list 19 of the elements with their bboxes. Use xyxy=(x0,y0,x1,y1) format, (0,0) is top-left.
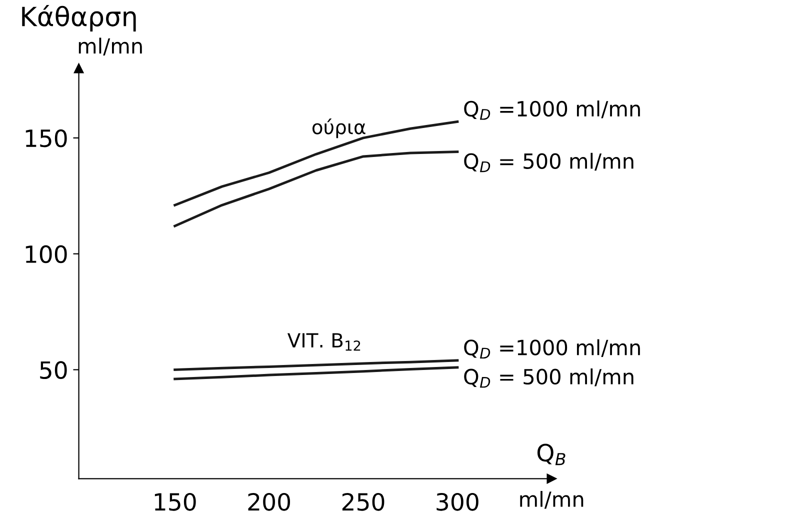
y-tick-label: 100 xyxy=(26,245,67,264)
series-label: Q$_{D}$ =1000 ml/mn xyxy=(464,339,640,358)
y-tick-label: 50 xyxy=(40,361,67,380)
x-tick-label: 150 xyxy=(154,492,196,511)
line-series xyxy=(174,359,459,371)
series-label: Q$_{D}$ = 500 ml/mn xyxy=(464,368,634,388)
y-axis-title: Κάθαρση ml/mn xyxy=(22,4,142,56)
x-tick-label: 300 xyxy=(436,492,478,511)
line-series xyxy=(174,120,459,206)
series-label: Q$_{D}$ =1000 ml/mn xyxy=(464,100,640,120)
text: Q$_{B}$ ml/mn xyxy=(520,444,584,509)
annotation: ούρια xyxy=(312,118,366,138)
x-tick-label: 200 xyxy=(248,492,290,511)
line-series xyxy=(174,366,459,380)
series-label: Q$_{D}$ = 500 ml/mn xyxy=(464,152,634,172)
line-series xyxy=(174,150,459,228)
annotation: VIT. B$_{12}$ xyxy=(287,333,360,351)
x-tick-label: 250 xyxy=(342,492,384,511)
y-tick-label: 150 xyxy=(26,129,67,148)
